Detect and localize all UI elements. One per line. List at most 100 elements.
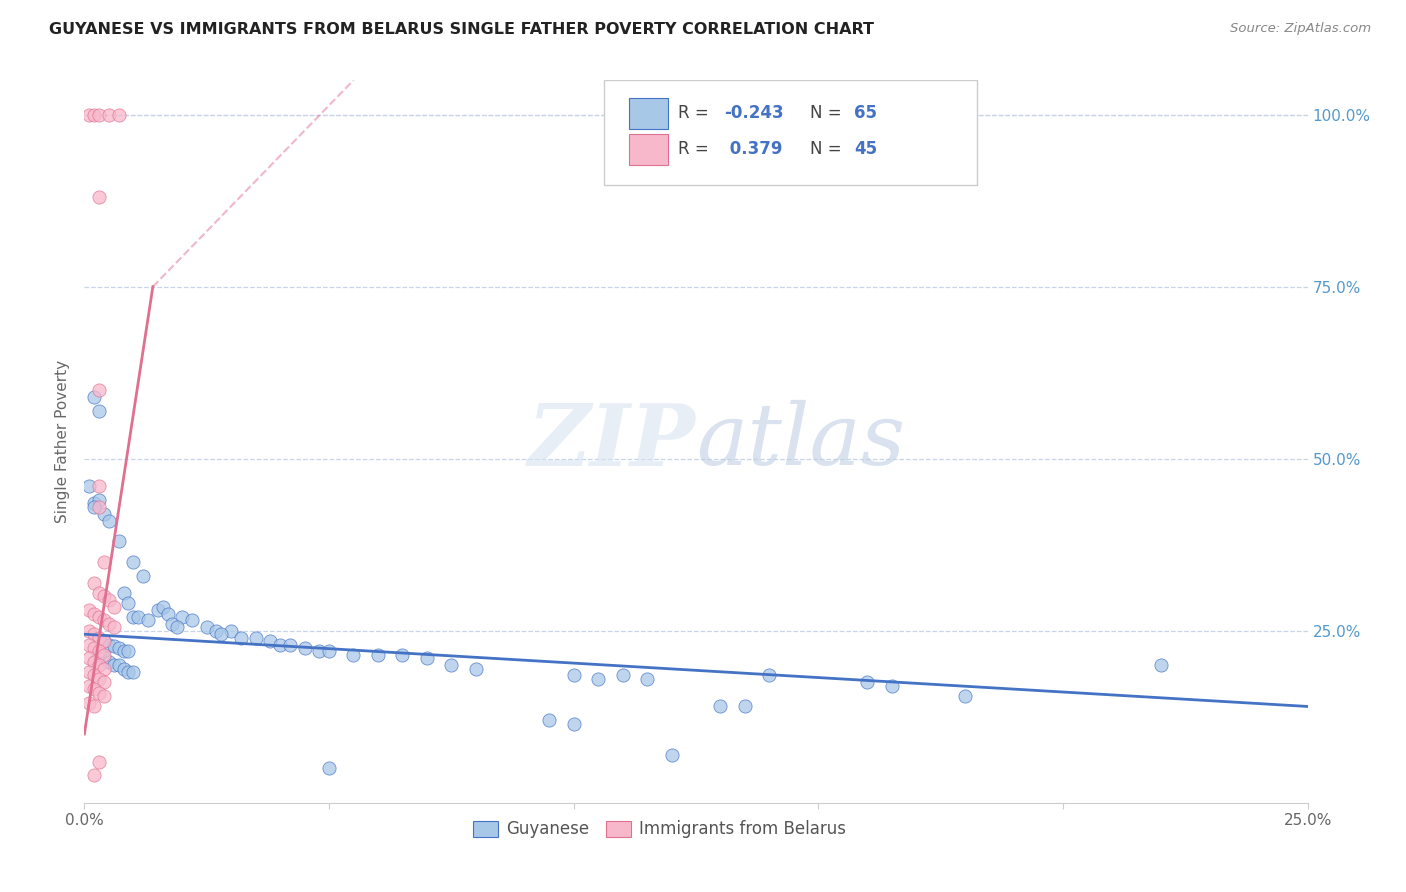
Text: 0.379: 0.379	[724, 140, 783, 158]
Point	[259, 634, 281, 648]
Point	[87, 500, 110, 514]
Point	[87, 658, 110, 673]
Text: R =: R =	[678, 140, 714, 158]
Point	[87, 383, 110, 397]
Text: -0.243: -0.243	[724, 103, 783, 122]
Point	[77, 665, 100, 679]
Point	[758, 668, 780, 682]
Point	[146, 603, 169, 617]
Text: GUYANESE VS IMMIGRANTS FROM BELARUS SINGLE FATHER POVERTY CORRELATION CHART: GUYANESE VS IMMIGRANTS FROM BELARUS SING…	[49, 22, 875, 37]
Point	[93, 590, 115, 604]
Point	[245, 631, 267, 645]
Point	[117, 644, 139, 658]
Point	[83, 108, 105, 122]
Point	[112, 586, 135, 600]
Point	[83, 500, 105, 514]
Point	[83, 768, 105, 782]
Text: atlas: atlas	[696, 401, 905, 483]
Point	[709, 699, 731, 714]
Point	[318, 761, 340, 775]
Point	[122, 555, 145, 569]
Point	[278, 638, 301, 652]
Point	[87, 644, 110, 658]
Point	[612, 668, 634, 682]
Point	[562, 716, 585, 731]
Point	[77, 696, 100, 710]
Point	[87, 108, 110, 122]
Point	[77, 603, 100, 617]
Point	[83, 640, 105, 655]
Point	[97, 108, 120, 122]
Point	[97, 616, 120, 631]
Point	[318, 644, 340, 658]
Point	[83, 390, 105, 404]
Point	[87, 631, 110, 645]
Text: 45: 45	[853, 140, 877, 158]
FancyBboxPatch shape	[628, 98, 668, 128]
Point	[87, 403, 110, 417]
Point	[122, 665, 145, 679]
Point	[181, 614, 204, 628]
Point	[107, 658, 129, 673]
Text: ZIP: ZIP	[529, 400, 696, 483]
Point	[294, 640, 316, 655]
Text: R =: R =	[678, 103, 714, 122]
Point	[562, 668, 585, 682]
Point	[127, 610, 149, 624]
Point	[97, 655, 120, 669]
Text: 65: 65	[853, 103, 877, 122]
Point	[83, 668, 105, 682]
Point	[93, 675, 115, 690]
Point	[83, 496, 105, 510]
Point	[93, 634, 115, 648]
FancyBboxPatch shape	[628, 135, 668, 165]
Point	[156, 607, 179, 621]
Point	[93, 555, 115, 569]
Point	[953, 689, 976, 703]
Point	[83, 655, 105, 669]
Point	[112, 644, 135, 658]
Point	[93, 662, 115, 676]
Point	[209, 627, 232, 641]
Point	[87, 672, 110, 686]
Point	[117, 665, 139, 679]
Point	[308, 644, 330, 658]
Point	[93, 634, 115, 648]
Point	[83, 627, 105, 641]
Point	[856, 675, 879, 690]
Point	[87, 493, 110, 508]
Point	[166, 620, 188, 634]
Text: N =: N =	[810, 140, 846, 158]
Point	[103, 620, 125, 634]
Point	[83, 682, 105, 697]
Point	[93, 648, 115, 662]
Point	[195, 620, 218, 634]
Y-axis label: Single Father Poverty: Single Father Poverty	[55, 360, 70, 523]
Point	[416, 651, 439, 665]
Point	[172, 610, 194, 624]
Point	[77, 679, 100, 693]
Point	[77, 638, 100, 652]
Point	[132, 568, 155, 582]
Point	[391, 648, 413, 662]
Point	[1150, 658, 1173, 673]
Point	[229, 631, 252, 645]
Point	[97, 514, 120, 528]
Point	[440, 658, 463, 673]
Point	[342, 648, 364, 662]
Point	[734, 699, 756, 714]
Point	[107, 640, 129, 655]
Point	[93, 689, 115, 703]
Point	[107, 108, 129, 122]
Point	[97, 638, 120, 652]
Point	[93, 651, 115, 665]
Point	[77, 624, 100, 638]
Text: Source: ZipAtlas.com: Source: ZipAtlas.com	[1230, 22, 1371, 36]
Point	[87, 755, 110, 769]
Point	[367, 648, 389, 662]
FancyBboxPatch shape	[605, 80, 977, 185]
Point	[77, 651, 100, 665]
Legend: Guyanese, Immigrants from Belarus: Guyanese, Immigrants from Belarus	[465, 814, 852, 845]
Point	[93, 507, 115, 521]
Point	[87, 610, 110, 624]
